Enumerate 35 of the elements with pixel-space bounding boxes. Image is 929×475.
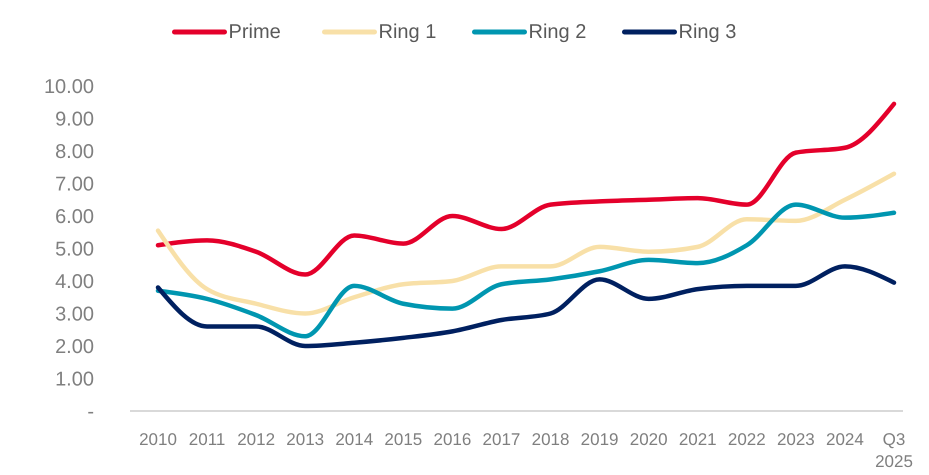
x-tick-label: 2016 bbox=[433, 430, 472, 449]
y-tick-label: 10.00 bbox=[44, 76, 94, 98]
y-tick-label: 5.00 bbox=[55, 238, 94, 260]
y-tick-label: - bbox=[87, 401, 94, 423]
x-tick-label: 2014 bbox=[335, 430, 374, 449]
y-tick-label: 9.00 bbox=[55, 108, 94, 130]
legend-label: Ring 3 bbox=[678, 21, 736, 43]
x-tick-label: 2017 bbox=[482, 430, 520, 449]
line-series bbox=[156, 202, 896, 338]
x-tick-label: Q3 2025 bbox=[875, 430, 913, 471]
x-tick-label: 2022 bbox=[728, 430, 766, 449]
y-tick-label: 3.00 bbox=[55, 304, 94, 326]
x-tick-label: 2020 bbox=[630, 430, 668, 449]
x-tick-label: 2023 bbox=[776, 430, 815, 449]
x-tick-label: 2010 bbox=[139, 430, 177, 449]
y-tick-label: 4.00 bbox=[55, 271, 94, 293]
legend-label: Ring 2 bbox=[528, 21, 586, 43]
y-tick-label: 1.00 bbox=[55, 368, 94, 390]
line-series bbox=[156, 102, 896, 277]
y-tick-label: 7.00 bbox=[55, 174, 94, 196]
y-tick-label: 2.00 bbox=[55, 336, 94, 358]
x-tick-label: 2021 bbox=[678, 430, 717, 449]
line-series bbox=[156, 172, 896, 316]
y-tick-label: 6.00 bbox=[55, 206, 94, 228]
x-tick-label: 2013 bbox=[286, 430, 324, 449]
legend-label: Ring 1 bbox=[378, 21, 436, 43]
x-tick-label: 2011 bbox=[188, 430, 226, 449]
y-tick-label: 8.00 bbox=[55, 141, 94, 163]
x-tick-label: 2024 bbox=[826, 430, 864, 449]
x-tick-label: 2018 bbox=[532, 430, 570, 449]
legend-label: Prime bbox=[228, 21, 281, 43]
x-tick-label: 2019 bbox=[580, 430, 619, 449]
x-tick-label: 2012 bbox=[237, 430, 276, 449]
x-tick-label: 2015 bbox=[384, 430, 422, 449]
line-series bbox=[156, 264, 896, 348]
